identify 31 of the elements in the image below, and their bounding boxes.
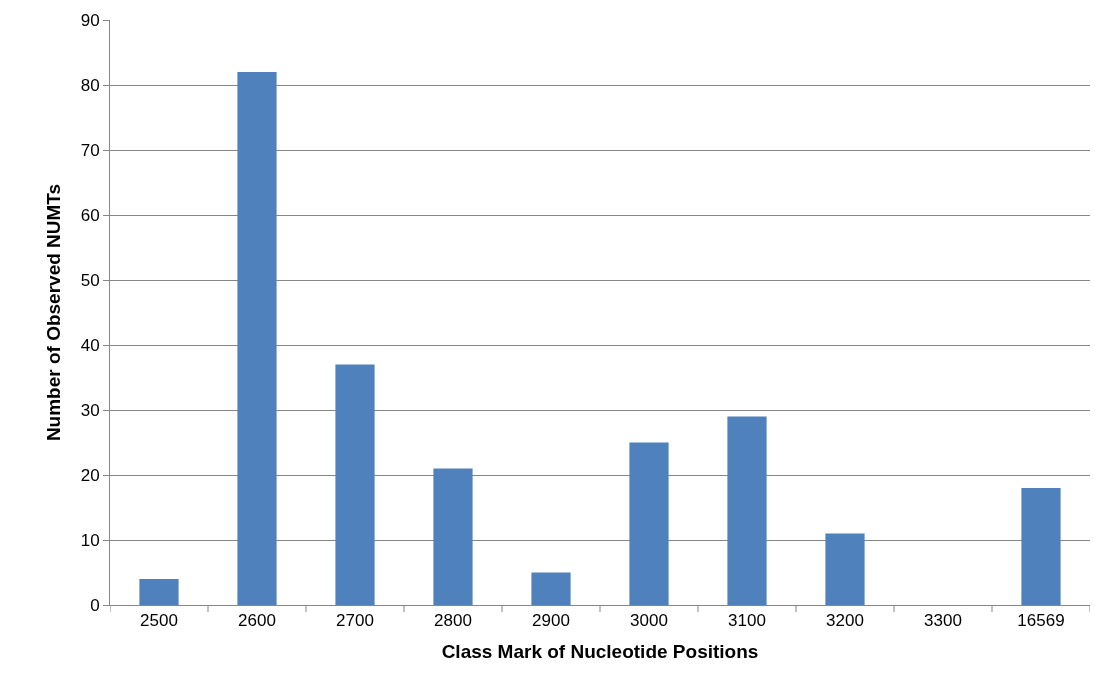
- x-tick-label: 3200: [826, 611, 864, 631]
- y-tick-label: 40: [80, 335, 100, 355]
- bar: [825, 533, 865, 605]
- y-axis-title: Number of Observed NUMTs: [42, 183, 64, 442]
- y-tick-label: 0: [90, 595, 100, 615]
- bar: [237, 72, 277, 605]
- y-tick-label: 10: [80, 530, 100, 550]
- x-tick-label: 16569: [1017, 611, 1065, 631]
- x-tick-label: 2500: [140, 611, 178, 631]
- y-tick-label: 50: [80, 270, 100, 290]
- x-axis-title: Class Mark of Nucleotide Positions: [441, 641, 759, 663]
- x-tick-label: 3100: [728, 611, 766, 631]
- x-tick-label: 2700: [336, 611, 374, 631]
- y-tick-label: 70: [80, 140, 100, 160]
- y-tick-label: 20: [80, 465, 100, 485]
- y-tick-label: 80: [80, 75, 100, 95]
- y-tick-label: 30: [80, 400, 100, 420]
- bar: [1021, 488, 1061, 605]
- bar: [335, 364, 375, 605]
- x-tick-label: 2900: [532, 611, 570, 631]
- x-tick-label: 3000: [630, 611, 668, 631]
- bar: [727, 416, 767, 605]
- x-tick-label: 2800: [434, 611, 472, 631]
- x-tick-label: 2600: [238, 611, 276, 631]
- x-tick-label: 3300: [924, 611, 962, 631]
- bar: [139, 579, 179, 605]
- y-tick-label: 60: [80, 205, 100, 225]
- bar: [531, 572, 571, 605]
- y-tick-label: 90: [80, 10, 100, 30]
- bar: [629, 442, 669, 605]
- bar: [433, 468, 473, 605]
